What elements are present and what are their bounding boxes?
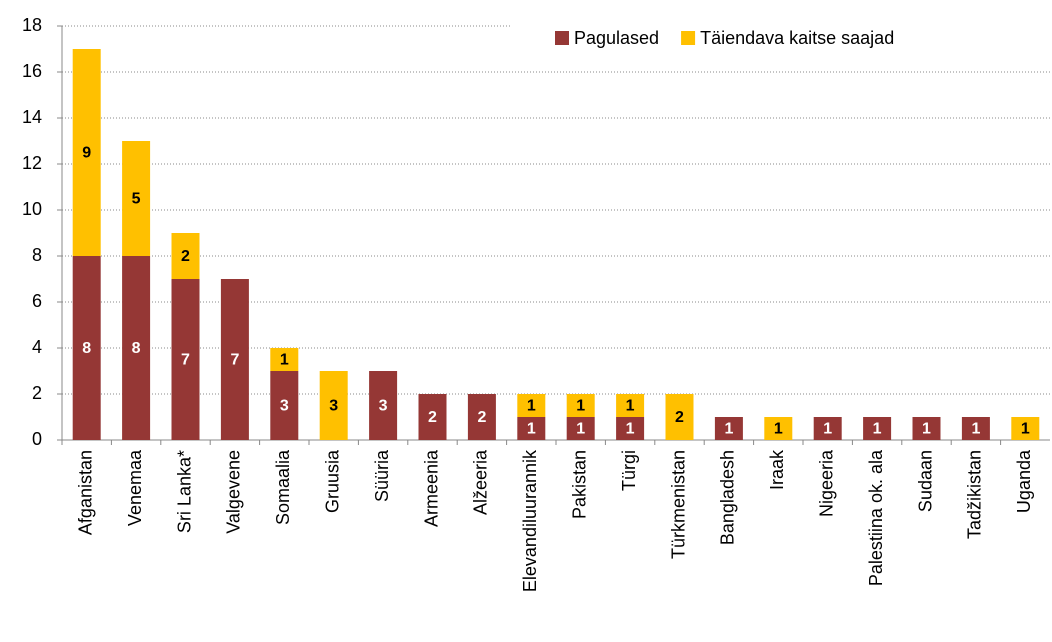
y-tick-label: 16: [22, 61, 42, 81]
x-tick-label: Nigeeria: [816, 449, 836, 517]
legend-swatch: [681, 31, 696, 45]
data-label: 9: [82, 145, 91, 162]
x-tick-label: Bangladesh: [718, 450, 738, 545]
legend-label: Täiendava kaitse saajad: [700, 28, 894, 48]
legend-background: [512, 14, 1050, 48]
data-label: 7: [181, 352, 190, 369]
x-tick-label: Iraak: [767, 449, 787, 490]
bar-segment: [566, 394, 595, 417]
y-tick-label: 10: [22, 199, 42, 219]
y-tick-label: 12: [22, 153, 42, 173]
y-tick-label: 18: [22, 15, 42, 35]
bar-segment: [122, 256, 151, 440]
bar-segment: [369, 371, 398, 440]
x-tick-label: Gruusia: [322, 449, 342, 513]
bar-segment: [616, 417, 645, 440]
x-tick-label: Alžeeria: [471, 449, 491, 515]
bar-segment: [665, 394, 694, 440]
y-tick-label: 4: [32, 337, 42, 357]
data-label: 2: [477, 409, 486, 426]
data-label: 1: [1021, 421, 1030, 438]
x-tick-label: Afganistan: [75, 450, 95, 535]
bar-segment: [912, 417, 941, 440]
data-label: 3: [379, 398, 388, 415]
y-tick-label: 14: [22, 107, 42, 127]
data-label: 1: [576, 398, 585, 415]
bar-segment: [270, 371, 299, 440]
legend-swatch: [555, 31, 569, 45]
bar-segment: [220, 279, 249, 440]
bar-segment: [467, 394, 496, 440]
bar-segment: [813, 417, 842, 440]
x-tick-label: Pakistan: [569, 450, 589, 519]
x-tick-label: Armeenia: [421, 449, 441, 527]
data-label: 2: [428, 409, 437, 426]
y-tick-label: 0: [32, 429, 42, 449]
data-label: 8: [132, 340, 141, 357]
bar-segment: [616, 394, 645, 417]
bar-segment: [714, 417, 743, 440]
data-label: 3: [280, 398, 289, 415]
bar-segment: [517, 417, 546, 440]
data-label: 1: [873, 421, 882, 438]
x-tick-label: Venemaa: [125, 449, 145, 526]
x-tick-label: Tadžikistan: [965, 450, 985, 539]
bar-segment: [72, 256, 101, 440]
bar-segment: [961, 417, 990, 440]
x-tick-label: Sudaan: [915, 450, 935, 512]
data-label: 1: [626, 421, 635, 438]
data-label: 1: [576, 421, 585, 438]
bar-segment: [319, 371, 348, 440]
y-tick-label: 2: [32, 383, 42, 403]
bar-segment: [122, 141, 151, 256]
data-label: 3: [329, 398, 338, 415]
bar-segment: [863, 417, 892, 440]
bar-segment: [517, 394, 546, 417]
x-tick-label: Türkmenistan: [668, 450, 688, 559]
x-tick-label: Valgevene: [224, 450, 244, 534]
data-label: 1: [527, 421, 536, 438]
x-tick-label: Sri Lanka*: [174, 450, 194, 533]
x-tick-label: Elevandiluurannik: [520, 449, 540, 592]
data-label: 1: [774, 421, 783, 438]
legend-label: Pagulased: [574, 28, 659, 48]
y-tick-label: 8: [32, 245, 42, 265]
data-label: 7: [230, 352, 239, 369]
x-tick-label: Süüria: [372, 449, 392, 502]
x-tick-label: Palestiina ok. ala: [866, 449, 886, 586]
data-label: 1: [626, 398, 635, 415]
x-tick-label: Türgi: [619, 450, 639, 491]
bar-segment: [418, 394, 447, 440]
data-label: 1: [724, 421, 733, 438]
bar-segment: [764, 417, 793, 440]
bar-segment: [171, 279, 200, 440]
data-label: 5: [132, 191, 141, 208]
data-label: 1: [922, 421, 931, 438]
bar-segment: [72, 49, 101, 256]
bar-segment: [171, 233, 200, 279]
data-label: 2: [675, 409, 684, 426]
legend: Pagulased Täiendava kaitse saajad: [512, 14, 1050, 48]
y-tick-label: 6: [32, 291, 42, 311]
x-tick-label: Somaalia: [273, 449, 293, 525]
data-label: 1: [971, 421, 980, 438]
data-label: 8: [82, 340, 91, 357]
bar-segment: [1011, 417, 1040, 440]
bar-segment: [270, 348, 299, 371]
data-label: 1: [823, 421, 832, 438]
data-label: 2: [181, 248, 190, 265]
bar-segment: [566, 417, 595, 440]
data-label: 1: [280, 352, 289, 369]
x-tick-label: Uganda: [1014, 449, 1034, 513]
data-label: 1: [527, 398, 536, 415]
